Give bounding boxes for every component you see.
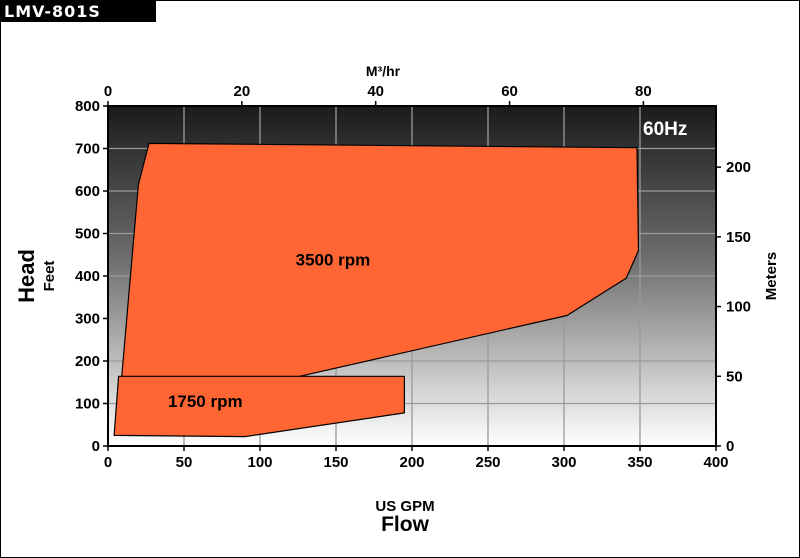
y-tick-label: 0	[92, 438, 100, 455]
y-tick-label: 100	[75, 396, 100, 413]
x-tick-label: 150	[323, 454, 348, 471]
model-badge: LMV-801S	[0, 0, 156, 22]
region-label: 3500 rpm	[296, 250, 371, 269]
y-tick-label: 700	[75, 141, 100, 158]
x-tick-label: 200	[399, 454, 424, 471]
y-axis-title: Head	[14, 249, 39, 303]
x-tick-label: 350	[627, 454, 652, 471]
right-tick-label: 150	[726, 229, 751, 246]
x-tick-label: 300	[551, 454, 576, 471]
region-1750-rpm	[113, 375, 405, 438]
right-axis-label: Meters	[763, 252, 780, 300]
right-tick-label: 200	[726, 159, 751, 176]
region-label: 1750 rpm	[168, 392, 243, 411]
x-tick-label: 50	[176, 454, 193, 471]
top-tick-label: 60	[501, 83, 518, 100]
y-tick-label: 200	[75, 353, 100, 370]
model-name: LMV-801S	[4, 2, 101, 21]
x-axis-label: US GPM	[375, 498, 434, 515]
operating-regions: 3500 rpm 1750 rpm	[113, 142, 640, 438]
y-tick-label: 300	[75, 311, 100, 328]
region-3500-rpm	[121, 142, 640, 378]
right-tick-label: 50	[726, 368, 743, 385]
right-tick-label: 0	[726, 438, 734, 455]
y-tick-label: 500	[75, 226, 100, 243]
y-axis-label: Feet	[41, 261, 58, 292]
right-tick-label: 100	[726, 299, 751, 316]
top-tick-label: 20	[234, 83, 251, 100]
top-axis-label: M³/hr	[366, 63, 401, 79]
top-tick-label: 0	[104, 83, 112, 100]
y-tick-label: 800	[75, 98, 100, 115]
x-tick-label: 400	[703, 454, 728, 471]
top-tick-label: 80	[635, 83, 652, 100]
axes: 0 50 100 150 200 250 300 350 4000100200300400500…	[75, 83, 751, 471]
x-tick-label: 0	[104, 454, 112, 471]
x-tick-label: 250	[475, 454, 500, 471]
y-tick-label: 400	[75, 268, 100, 285]
x-tick-label: 100	[247, 454, 272, 471]
frequency-badge: 60Hz	[643, 119, 687, 140]
x-axis-title: Flow	[381, 513, 429, 536]
top-tick-label: 40	[367, 83, 384, 100]
y-tick-label: 600	[75, 183, 100, 200]
